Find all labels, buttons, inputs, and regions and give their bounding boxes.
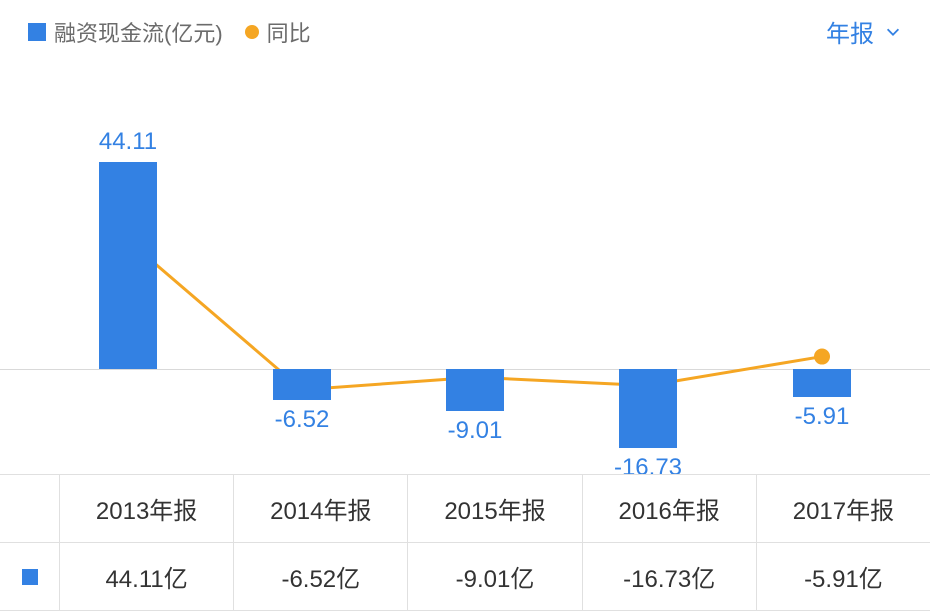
legend-dot-icon — [245, 25, 259, 39]
table-cell: -16.73亿 — [583, 543, 757, 610]
legend: 融资现金流(亿元) 同比 — [28, 16, 311, 48]
table-header-cell: 2013年报 — [60, 475, 234, 542]
legend-square-icon — [28, 23, 46, 41]
legend-series2-label: 同比 — [267, 16, 311, 48]
table-header-cell: 2014年报 — [234, 475, 408, 542]
bar — [793, 369, 851, 397]
chart-area: 44.11-6.52-9.01-16.73-5.91 — [0, 89, 930, 469]
bar — [273, 369, 331, 400]
bar — [99, 162, 157, 369]
table-header-cell: 2015年报 — [408, 475, 582, 542]
table-row: 44.11亿 -6.52亿 -9.01亿 -16.73亿 -5.91亿 — [0, 543, 930, 611]
chevron-down-icon — [884, 23, 902, 41]
data-table: 2013年报 2014年报 2015年报 2016年报 2017年报 44.11… — [0, 474, 930, 611]
line-point-icon — [814, 349, 830, 365]
bar-value-label: -5.91 — [795, 403, 850, 431]
table-cell: 44.11亿 — [60, 543, 234, 610]
series-square-icon — [22, 569, 38, 585]
bar — [446, 369, 504, 411]
bar-value-label: 44.11 — [99, 128, 157, 156]
table-cell: -5.91亿 — [757, 543, 930, 610]
table-header-cell: 2016年报 — [583, 475, 757, 542]
legend-series1-label: 融资现金流(亿元) — [54, 16, 223, 48]
bar-value-label: -9.01 — [448, 417, 503, 445]
table-header-cell: 2017年报 — [757, 475, 930, 542]
dropdown-label: 年报 — [826, 14, 874, 49]
table-header-row: 2013年报 2014年报 2015年报 2016年报 2017年报 — [0, 475, 930, 543]
period-dropdown[interactable]: 年报 — [826, 14, 902, 49]
table-cell: -6.52亿 — [234, 543, 408, 610]
bar — [619, 369, 677, 448]
table-row-lead — [0, 543, 60, 610]
table-cell: -9.01亿 — [408, 543, 582, 610]
chart-header: 融资现金流(亿元) 同比 年报 — [0, 0, 930, 49]
bar-value-label: -6.52 — [275, 406, 330, 434]
table-header-lead — [0, 475, 60, 542]
